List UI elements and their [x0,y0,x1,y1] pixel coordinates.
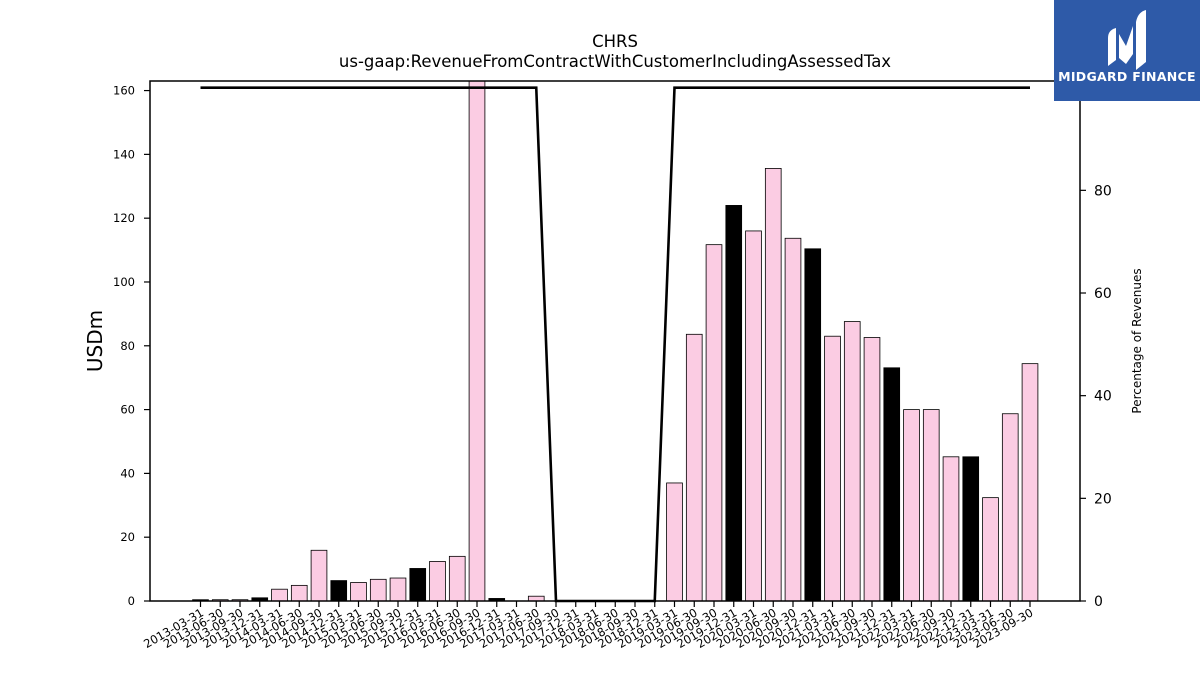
bar-2019-09-30 [705,244,723,602]
y-tick-label: 100 [113,275,135,289]
bar-2020-03-31 [745,230,762,602]
bar-2020-06-30 [764,168,782,602]
y-tick-label: 60 [120,403,135,417]
bar-2022-12-31 [962,456,980,602]
bar-2014-12-31 [330,580,348,602]
bar-2015-06-30 [369,578,387,602]
bar-2015-03-31 [350,582,367,602]
bar-2022-06-30 [922,409,940,602]
chart-subtitle: us-gaap:RevenueFromContractWithCustomerI… [338,52,892,71]
y-tick-label: 80 [120,339,135,353]
bar-2023-03-31 [982,497,999,602]
bar-2021-06-30 [843,321,861,602]
y2-tick-label: 80 [1094,183,1112,199]
y-tick-label: 120 [113,211,135,225]
left-axis: 0 20 40 60 80 100 120 140 160 [113,84,150,608]
y2-tick-label: 40 [1094,389,1112,405]
bar-2022-09-30 [942,456,960,602]
y-axis-label: USDm [83,310,107,372]
chart-title: CHRS [592,32,638,51]
midgard-finance-logo: MIDGARD FINANCE [1054,0,1200,101]
bar-2020-12-31 [804,248,822,602]
logo-text: MIDGARD FINANCE [1058,69,1196,84]
bar-2015-09-30 [389,577,407,602]
bar-2023-06-30 [1001,413,1019,602]
plot-frame [149,80,1081,602]
y2-tick-label: 0 [1094,594,1103,610]
bar-2019-03-31 [666,482,683,602]
bar-2014-09-30 [310,549,328,602]
bar-2019-12-31 [725,205,743,602]
logo-mark-icon [1108,10,1146,70]
bar-2022-03-31 [903,409,920,602]
bar-2021-12-31 [883,367,901,602]
y2-axis-label: Percentage of Revenues [1130,268,1144,413]
bar-2016-06-30 [448,555,466,602]
bar-2020-09-30 [784,237,802,602]
bar-2014-06-30 [290,584,308,602]
y-tick-label: 0 [128,594,135,608]
y2-tick-label: 60 [1094,286,1112,302]
bar-2016-09-30 [468,80,486,602]
bar-series [192,80,1039,602]
bar-2016-03-31 [429,561,446,602]
bar-2019-06-30 [685,333,703,602]
bar-2015-12-31 [409,568,427,602]
y-tick-label: 140 [113,147,135,161]
y2-tick-label: 20 [1094,491,1112,507]
bar-2014-03-31 [271,588,288,602]
y-tick-label: 20 [120,530,135,544]
bar-2021-03-31 [824,335,841,602]
bar-2021-09-30 [863,337,881,602]
x-axis: 2013-03-312013-06-302013-09-302013-12-31… [141,601,1036,651]
y-tick-label: 160 [113,84,135,98]
bar-2023-09-30 [1021,363,1039,602]
y-tick-label: 40 [120,466,135,480]
